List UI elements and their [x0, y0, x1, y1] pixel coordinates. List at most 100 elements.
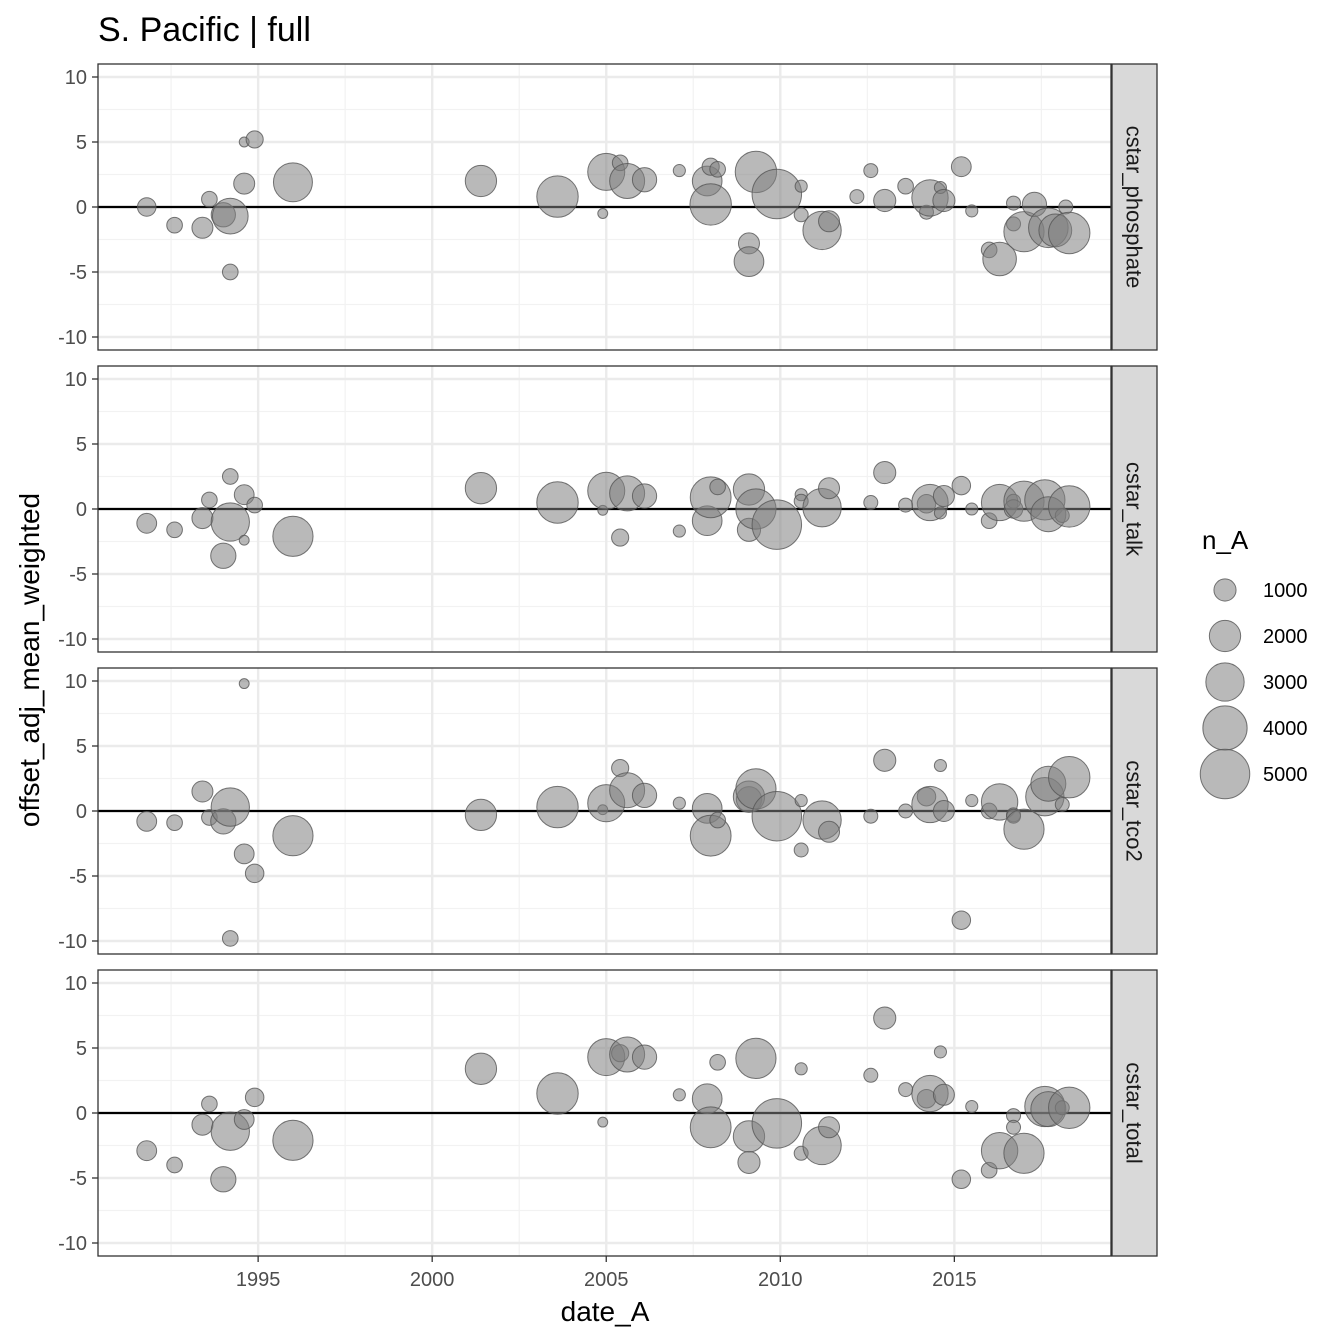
- data-point: [136, 1140, 158, 1162]
- data-point: [689, 183, 732, 226]
- data-point: [272, 515, 314, 557]
- y-tick-label: 5: [76, 736, 87, 758]
- data-point: [751, 168, 803, 220]
- size-legend: n_A 1000 2000 3000 4000 5000: [1199, 525, 1308, 800]
- data-point: [210, 502, 250, 542]
- legend-key-circle: [1199, 748, 1251, 800]
- data-point: [272, 815, 314, 857]
- legend-key-circle: [1208, 619, 1242, 653]
- facet-strip-label: cstar_total: [1122, 1062, 1147, 1164]
- data-point: [201, 491, 218, 509]
- data-point: [950, 156, 972, 178]
- y-tick-label: -10: [58, 327, 87, 349]
- data-point: [1003, 1132, 1045, 1174]
- data-point: [951, 475, 972, 496]
- panel-cstar-total: -10 -5 0 5 10 cstar_total: [58, 969, 1158, 1257]
- data-point: [965, 1099, 979, 1114]
- y-tick-label: 10: [65, 973, 87, 995]
- y-tick-label: -10: [58, 931, 87, 953]
- data-point: [751, 790, 803, 842]
- data-point: [464, 1052, 498, 1085]
- x-tick-label: 1995: [236, 1269, 281, 1291]
- facet-strip: [1111, 63, 1158, 351]
- data-point: [245, 130, 264, 149]
- data-point: [951, 910, 972, 930]
- data-point: [982, 241, 1017, 277]
- data-point: [536, 785, 579, 829]
- data-point: [244, 1087, 265, 1108]
- data-point: [221, 930, 239, 947]
- legend-key-label: 5000: [1263, 764, 1308, 786]
- data-point: [631, 1044, 658, 1070]
- y-tick-label: 0: [76, 197, 87, 219]
- data-point: [709, 478, 726, 496]
- data-point: [136, 811, 158, 832]
- data-point: [794, 179, 808, 193]
- data-point: [733, 246, 765, 277]
- data-point: [735, 1037, 777, 1080]
- data-point: [210, 542, 237, 569]
- data-point: [951, 1169, 972, 1190]
- data-point: [272, 162, 313, 203]
- data-point: [631, 167, 658, 193]
- x-axis-title: date_A: [561, 1296, 650, 1327]
- data-point: [873, 188, 897, 213]
- data-point: [1048, 1086, 1091, 1130]
- data-point: [818, 210, 841, 233]
- facet-strip-label: cstar_phosphate: [1122, 126, 1147, 289]
- facet-strip: [1111, 365, 1158, 653]
- data-point: [965, 794, 979, 808]
- x-tick-label: 2000: [410, 1269, 455, 1291]
- legend-key-circle: [1205, 662, 1245, 702]
- facet-strip: [1111, 667, 1158, 955]
- data-point: [233, 1109, 255, 1130]
- y-tick-label: 0: [76, 1103, 87, 1125]
- data-point: [873, 748, 897, 772]
- data-point: [211, 197, 249, 235]
- data-point: [166, 216, 183, 234]
- data-point: [238, 678, 250, 690]
- data-point: [1054, 797, 1070, 812]
- data-point: [201, 1095, 218, 1113]
- y-axis-title: offset_adj_mean_weighted: [14, 493, 45, 827]
- data-point: [1048, 211, 1091, 255]
- data-point: [818, 1116, 841, 1139]
- data-point: [464, 164, 498, 198]
- data-point: [672, 524, 686, 538]
- data-point: [221, 468, 239, 485]
- data-point: [672, 164, 686, 178]
- data-point: [536, 1072, 579, 1115]
- data-point: [631, 483, 658, 509]
- data-point: [464, 798, 498, 832]
- data-point: [238, 534, 250, 546]
- data-point: [1006, 195, 1022, 211]
- data-point: [536, 175, 579, 218]
- legend-key-circle: [1213, 578, 1237, 602]
- data-point: [1003, 808, 1045, 850]
- x-tick-label: 2015: [932, 1269, 977, 1291]
- data-point: [1048, 755, 1091, 799]
- data-point: [464, 472, 498, 505]
- data-point: [898, 497, 914, 513]
- data-point: [933, 1045, 947, 1059]
- data-point: [897, 177, 914, 195]
- data-point: [933, 758, 947, 773]
- legend-title: n_A: [1202, 525, 1249, 555]
- panel-cstar-tco2: -10 -5 0 5 10 cstar_tco2: [58, 667, 1158, 955]
- y-tick-label: 5: [76, 1038, 87, 1060]
- data-point: [863, 495, 879, 510]
- chart-title: S. Pacific | full: [98, 11, 311, 49]
- data-point: [965, 204, 979, 218]
- data-point: [166, 814, 183, 832]
- data-point: [898, 1082, 914, 1098]
- data-point: [863, 1067, 879, 1083]
- y-tick-label: 10: [65, 369, 87, 391]
- y-tick-label: 10: [65, 67, 87, 89]
- data-point: [709, 160, 726, 178]
- data-point: [233, 172, 256, 195]
- data-point: [863, 808, 879, 824]
- data-point: [233, 843, 255, 865]
- data-point: [898, 803, 914, 819]
- data-point: [672, 796, 686, 810]
